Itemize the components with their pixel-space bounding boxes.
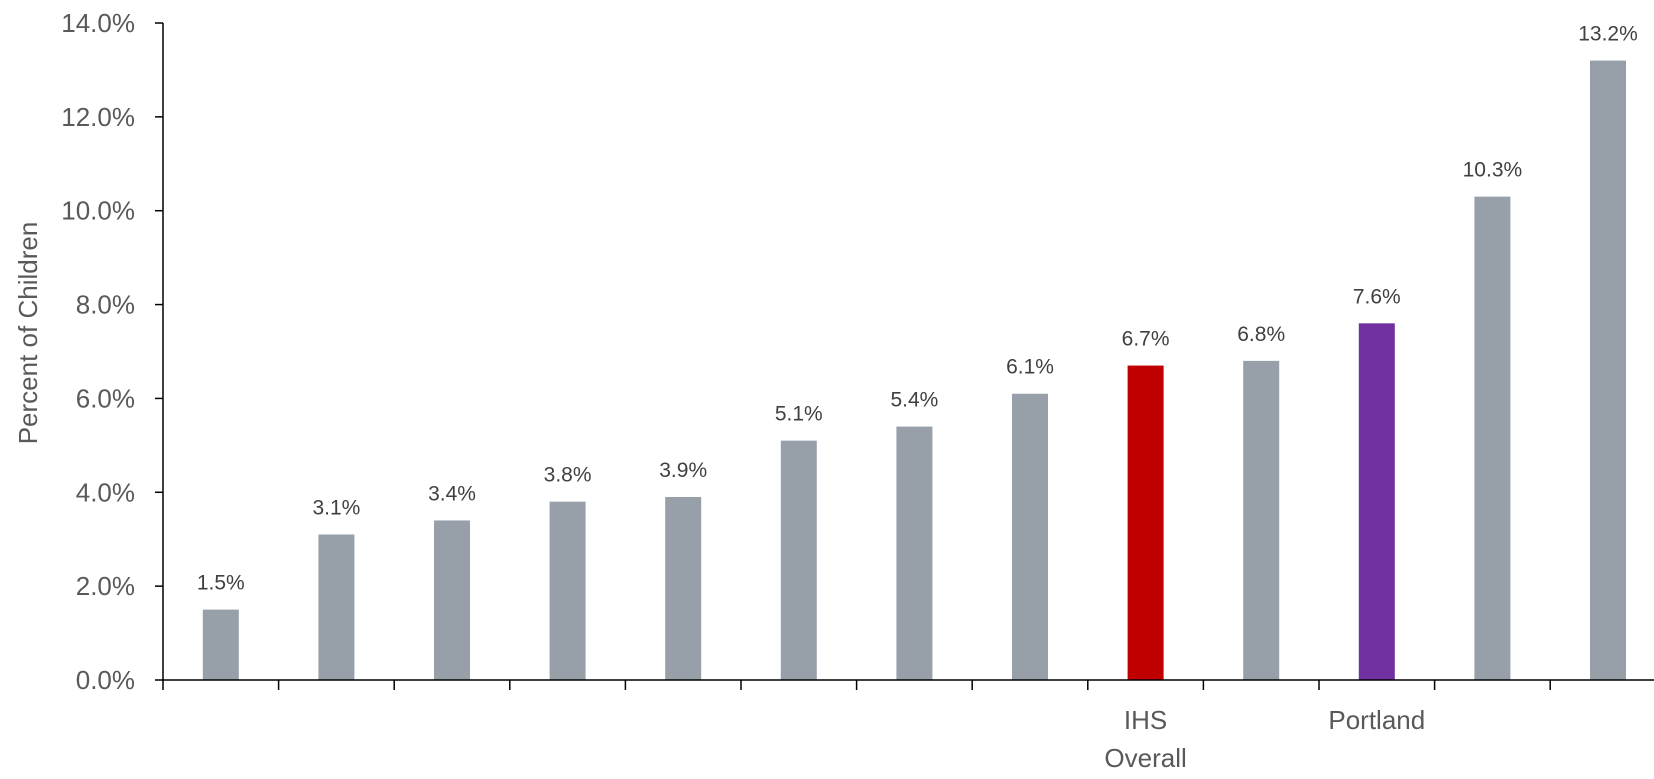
data-label: 3.1%	[312, 497, 360, 520]
y-tick-label: 10.0%	[61, 196, 135, 226]
axes-layer: 0.0% 2.0% 4.0% 6.0% 8.0% 10.0% 12.0% 14.0%	[61, 8, 1654, 695]
y-tick-label: 12.0%	[61, 102, 135, 132]
bar	[1590, 60, 1626, 681]
bar	[1012, 393, 1048, 680]
data-label: 13.2%	[1578, 23, 1638, 46]
y-tick-label: 4.0%	[76, 477, 135, 507]
data-label: 5.1%	[775, 403, 823, 426]
x-tick-label-line: Overall	[1104, 743, 1186, 773]
labels-layer: 1.5% 3.1% 3.4% 3.8% 3.9% 5.1% 5.4% 6.1% 6.7% IHS O…	[197, 23, 1638, 773]
bar	[202, 609, 239, 680]
x-tick-label: IHS Overall	[1104, 705, 1186, 773]
y-tick-label: 6.0%	[76, 383, 135, 413]
y-tick-label: 2.0%	[76, 571, 135, 601]
bar	[318, 534, 355, 680]
data-label: 6.1%	[1006, 356, 1054, 379]
data-label: 6.8%	[1237, 323, 1285, 346]
bar	[780, 440, 817, 680]
bar	[896, 426, 933, 680]
bar	[1474, 196, 1511, 680]
data-label: 3.9%	[659, 459, 707, 482]
y-axis-label: Percent of Children	[13, 222, 43, 445]
data-label: 10.3%	[1463, 159, 1523, 182]
data-label: 7.6%	[1353, 285, 1401, 308]
bars-layer	[202, 60, 1626, 681]
bar	[665, 496, 702, 680]
data-label: 5.4%	[890, 389, 938, 412]
bar	[1358, 323, 1395, 680]
y-tick-label: 0.0%	[76, 665, 135, 695]
x-tick-label-line: IHS	[1124, 705, 1167, 735]
y-tick-label: 8.0%	[76, 290, 135, 320]
y-tick-label: 14.0%	[61, 8, 135, 38]
bar	[434, 520, 470, 680]
bar	[1243, 360, 1280, 680]
data-label: 3.4%	[428, 482, 476, 505]
bar	[1127, 365, 1164, 680]
data-label: 3.8%	[544, 464, 592, 487]
data-label: 1.5%	[197, 572, 245, 595]
bar	[549, 501, 586, 680]
data-label: 6.7%	[1122, 328, 1170, 351]
x-tick-label: Portland	[1328, 705, 1425, 735]
